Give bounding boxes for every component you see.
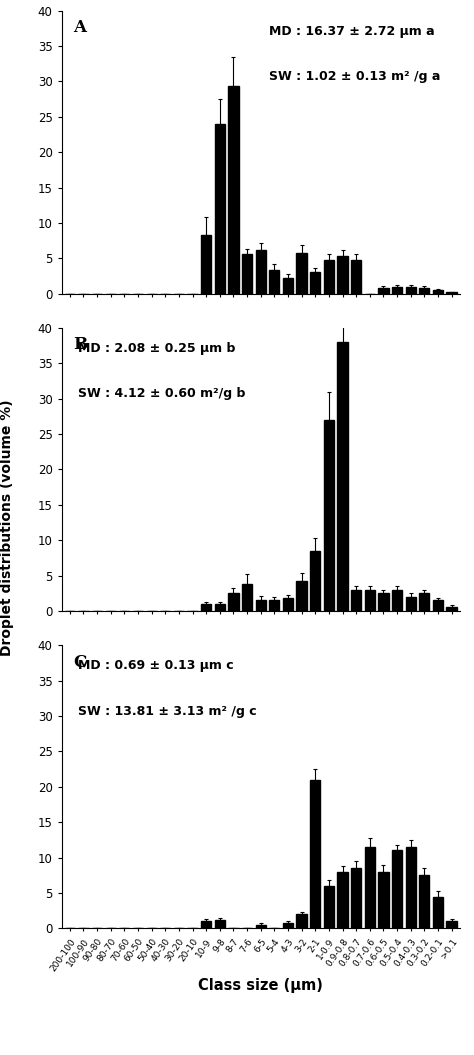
Bar <box>365 847 375 928</box>
Text: MD : 2.08 ± 0.25 μm b: MD : 2.08 ± 0.25 μm b <box>78 342 235 354</box>
Text: SW : 13.81 ± 3.13 m² /g c: SW : 13.81 ± 3.13 m² /g c <box>78 705 256 717</box>
Bar <box>351 590 361 611</box>
Text: B: B <box>73 337 88 353</box>
Bar <box>297 253 307 294</box>
Bar <box>297 915 307 928</box>
Bar <box>228 593 238 611</box>
Bar <box>447 921 457 928</box>
Bar <box>378 871 389 928</box>
Bar <box>215 920 225 928</box>
Bar <box>201 605 211 611</box>
Bar <box>255 250 266 294</box>
Bar <box>201 235 211 294</box>
Bar <box>447 607 457 611</box>
Bar <box>297 581 307 611</box>
Bar <box>447 292 457 294</box>
Bar <box>351 260 361 294</box>
Bar <box>310 272 320 294</box>
Bar <box>406 287 416 294</box>
Bar <box>337 342 347 611</box>
Text: C: C <box>73 654 87 671</box>
Bar <box>215 605 225 611</box>
Bar <box>255 925 266 928</box>
Bar <box>419 593 429 611</box>
Text: A: A <box>73 19 87 36</box>
Bar <box>228 87 238 294</box>
Bar <box>215 123 225 294</box>
Bar <box>378 593 389 611</box>
Bar <box>337 255 347 294</box>
Bar <box>269 600 280 611</box>
Bar <box>255 600 266 611</box>
Text: Droplet distributions (volume %): Droplet distributions (volume %) <box>0 399 14 656</box>
Bar <box>242 584 252 611</box>
Bar <box>310 551 320 611</box>
Bar <box>392 590 402 611</box>
Bar <box>310 780 320 928</box>
Bar <box>283 923 293 928</box>
Bar <box>365 590 375 611</box>
Bar <box>201 921 211 928</box>
Bar <box>392 287 402 294</box>
Bar <box>433 897 443 928</box>
Bar <box>324 260 334 294</box>
Bar <box>378 288 389 294</box>
Text: MD : 16.37 ± 2.72 μm a: MD : 16.37 ± 2.72 μm a <box>269 24 434 38</box>
Bar <box>242 254 252 294</box>
Bar <box>406 597 416 611</box>
Bar <box>433 290 443 294</box>
Text: SW : 4.12 ± 0.60 m²/g b: SW : 4.12 ± 0.60 m²/g b <box>78 387 245 400</box>
Bar <box>433 600 443 611</box>
Bar <box>324 886 334 928</box>
Bar <box>419 288 429 294</box>
Bar <box>283 277 293 294</box>
Bar <box>392 850 402 928</box>
Bar <box>406 847 416 928</box>
Bar <box>269 270 280 294</box>
Bar <box>351 868 361 928</box>
Bar <box>324 420 334 611</box>
Bar <box>419 876 429 928</box>
X-axis label: Class size (μm): Class size (μm) <box>198 978 323 993</box>
Bar <box>283 598 293 611</box>
Text: SW : 1.02 ± 0.13 m² /g a: SW : 1.02 ± 0.13 m² /g a <box>269 70 440 83</box>
Text: MD : 0.69 ± 0.13 μm c: MD : 0.69 ± 0.13 μm c <box>78 659 233 672</box>
Bar <box>337 871 347 928</box>
